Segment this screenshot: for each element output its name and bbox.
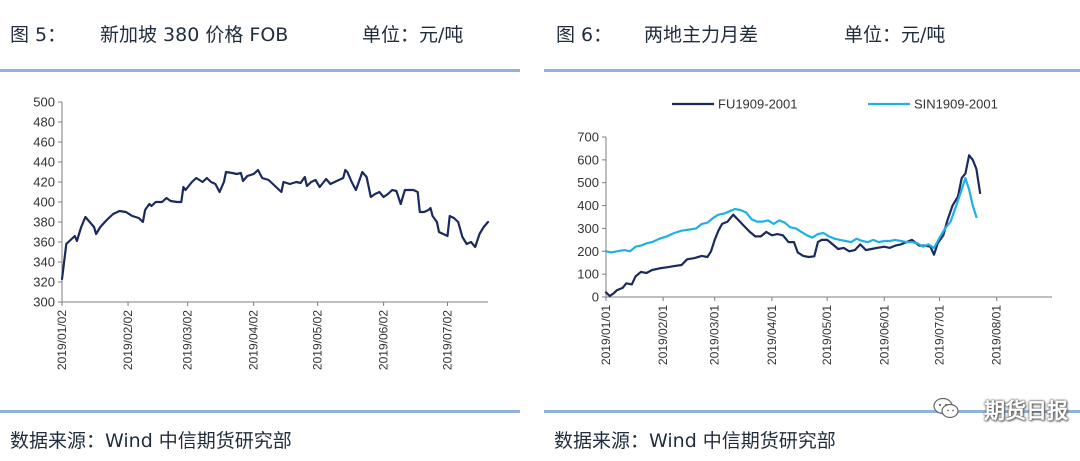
left-chart-y-tick-label: 380 [33,215,55,230]
left-chart-y-tick-label: 340 [33,255,55,270]
left-chart-y-tick-label: 420 [33,175,55,190]
right-figure-title: 两地主力月差 [644,24,759,46]
right-chart-x-tick-label: 2019/07/01 [933,305,947,365]
left-figure-panel: 图 5： 新加坡 380 价格 FOB 单位：元/吨 300 320 340 360 3… [0,0,520,461]
left-footer-divider [0,410,520,413]
left-figure-number: 图 5： [10,24,67,46]
right-source-note: 数据来源：Wind 中信期货研究部 [554,430,836,452]
right-chart-x-tick-label: 2019/06/01 [877,305,891,365]
legend-label-1: FU1909-2001 [718,97,798,112]
right-footer-divider [544,410,1080,413]
left-chart-y-tick-label: 320 [33,275,55,290]
left-chart-y-tick-label: 440 [33,155,55,170]
right-header-divider [544,69,1080,72]
watermark-text: 期货日报 [984,399,1068,423]
right-chart-y-tick-label: 100 [577,267,599,282]
right-chart-x-tick-label: 2019/04/01 [765,305,779,365]
legend-label-2: SIN1909-2001 [914,97,998,112]
left-chart-y-tick-label: 500 [33,95,55,110]
right-chart-series-line-1 [604,154,982,297]
right-chart-y-tick-label: 500 [577,175,599,190]
right-chart-y-tick-label: 300 [577,221,599,236]
left-header-divider [0,69,520,72]
left-chart-x-tick-label: 2019/06/02 [377,310,391,370]
left-source-note: 数据来源：Wind 中信期货研究部 [10,430,292,452]
wechat-icon [933,397,959,419]
left-chart-x-tick-label: 2019/01/02 [55,310,69,370]
right-figure-unit: 单位：元/吨 [844,24,946,46]
right-chart-series-line-2 [604,176,978,254]
right-chart-x-tick-label: 2019/08/01 [990,305,1004,365]
left-chart-y-tick-label: 460 [33,135,55,150]
left-chart-y-tick-label: 300 [33,295,55,310]
right-figure-panel: 图 6： 两地主力月差 单位：元/吨 0 100 200 300 400 500 600 70… [544,0,1080,461]
right-chart-x-tick-label: 2019/02/01 [656,305,670,365]
left-chart-y-tick-label: 360 [33,235,55,250]
left-chart-series-line-1 [60,168,490,281]
right-chart-x-tick-label: 2019/03/01 [708,305,722,365]
left-chart-x-tick-label: 2019/05/02 [311,310,325,370]
right-chart-x-tick-label: 2019/01/01 [599,305,613,365]
right-chart-y-tick-label: 200 [577,244,599,259]
right-figure-header: 图 6： 两地主力月差 单位：元/吨 [544,0,1080,66]
right-chart-x-tick-label: 2019/05/01 [820,305,834,365]
right-line-chart: 0 100 200 300 400 500 600 700 2019/01/01 2019/02/… [577,97,1052,365]
left-line-chart: 300 320 340 360 380 400 420 440 460 480 500 2019/01… [33,95,490,370]
left-chart-x-tick-label: 2019/04/02 [247,310,261,370]
right-chart-y-tick-label: 700 [577,130,599,145]
left-chart-y-tick-label: 400 [33,195,55,210]
right-figure-number: 图 6： [556,24,613,46]
left-figure-unit: 单位：元/吨 [362,24,464,46]
left-figure-header: 图 5： 新加坡 380 价格 FOB 单位：元/吨 [0,0,520,66]
right-chart-y-tick-label: 0 [592,290,599,305]
left-chart-y-tick-label: 480 [33,115,55,130]
right-chart-y-tick-label: 400 [577,198,599,213]
left-chart-x-tick-label: 2019/07/02 [441,310,455,370]
right-chart-y-tick-label: 600 [577,152,599,167]
left-chart-x-tick-label: 2019/02/02 [121,310,135,370]
left-figure-title: 新加坡 380 价格 FOB [100,24,289,46]
left-chart-x-tick-label: 2019/03/02 [181,310,195,370]
